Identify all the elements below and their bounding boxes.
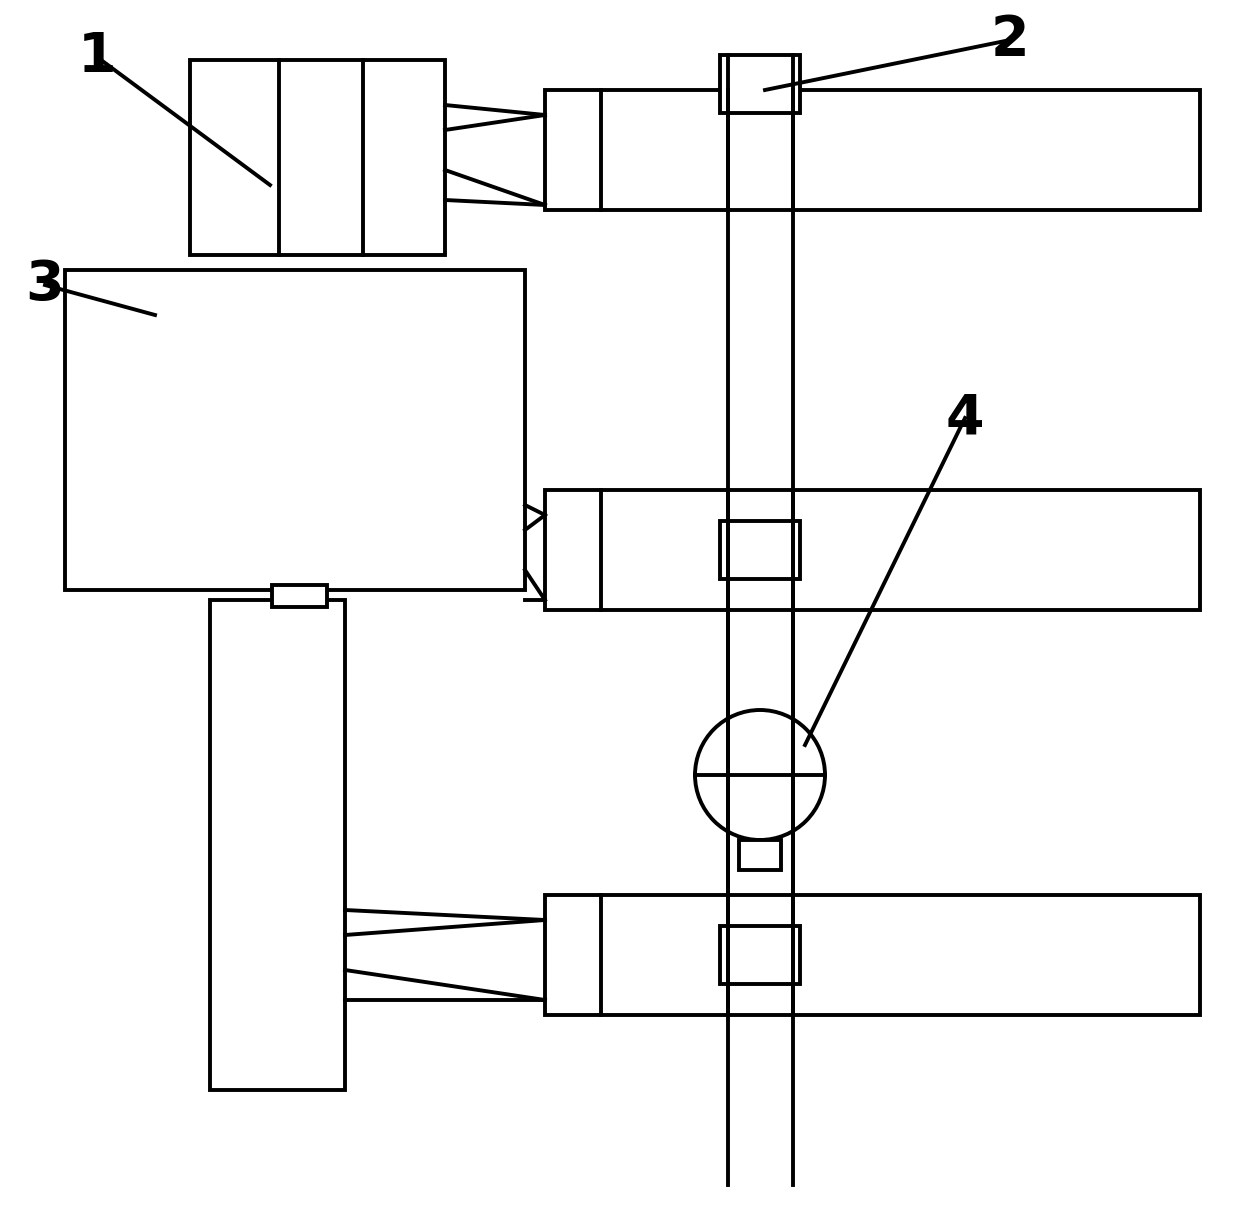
Bar: [739, 840, 781, 870]
Text: 1: 1: [78, 30, 117, 84]
Bar: [272, 585, 327, 607]
Bar: [720, 521, 800, 579]
Bar: [546, 894, 1200, 1015]
Bar: [64, 270, 525, 590]
Text: 2: 2: [991, 14, 1029, 67]
Bar: [546, 490, 1200, 610]
Bar: [546, 90, 1200, 209]
Text: 4: 4: [946, 391, 985, 445]
Bar: [190, 60, 445, 255]
Bar: [720, 926, 800, 984]
Bar: [720, 55, 800, 113]
Bar: [210, 600, 345, 1090]
Text: 3: 3: [26, 257, 64, 312]
